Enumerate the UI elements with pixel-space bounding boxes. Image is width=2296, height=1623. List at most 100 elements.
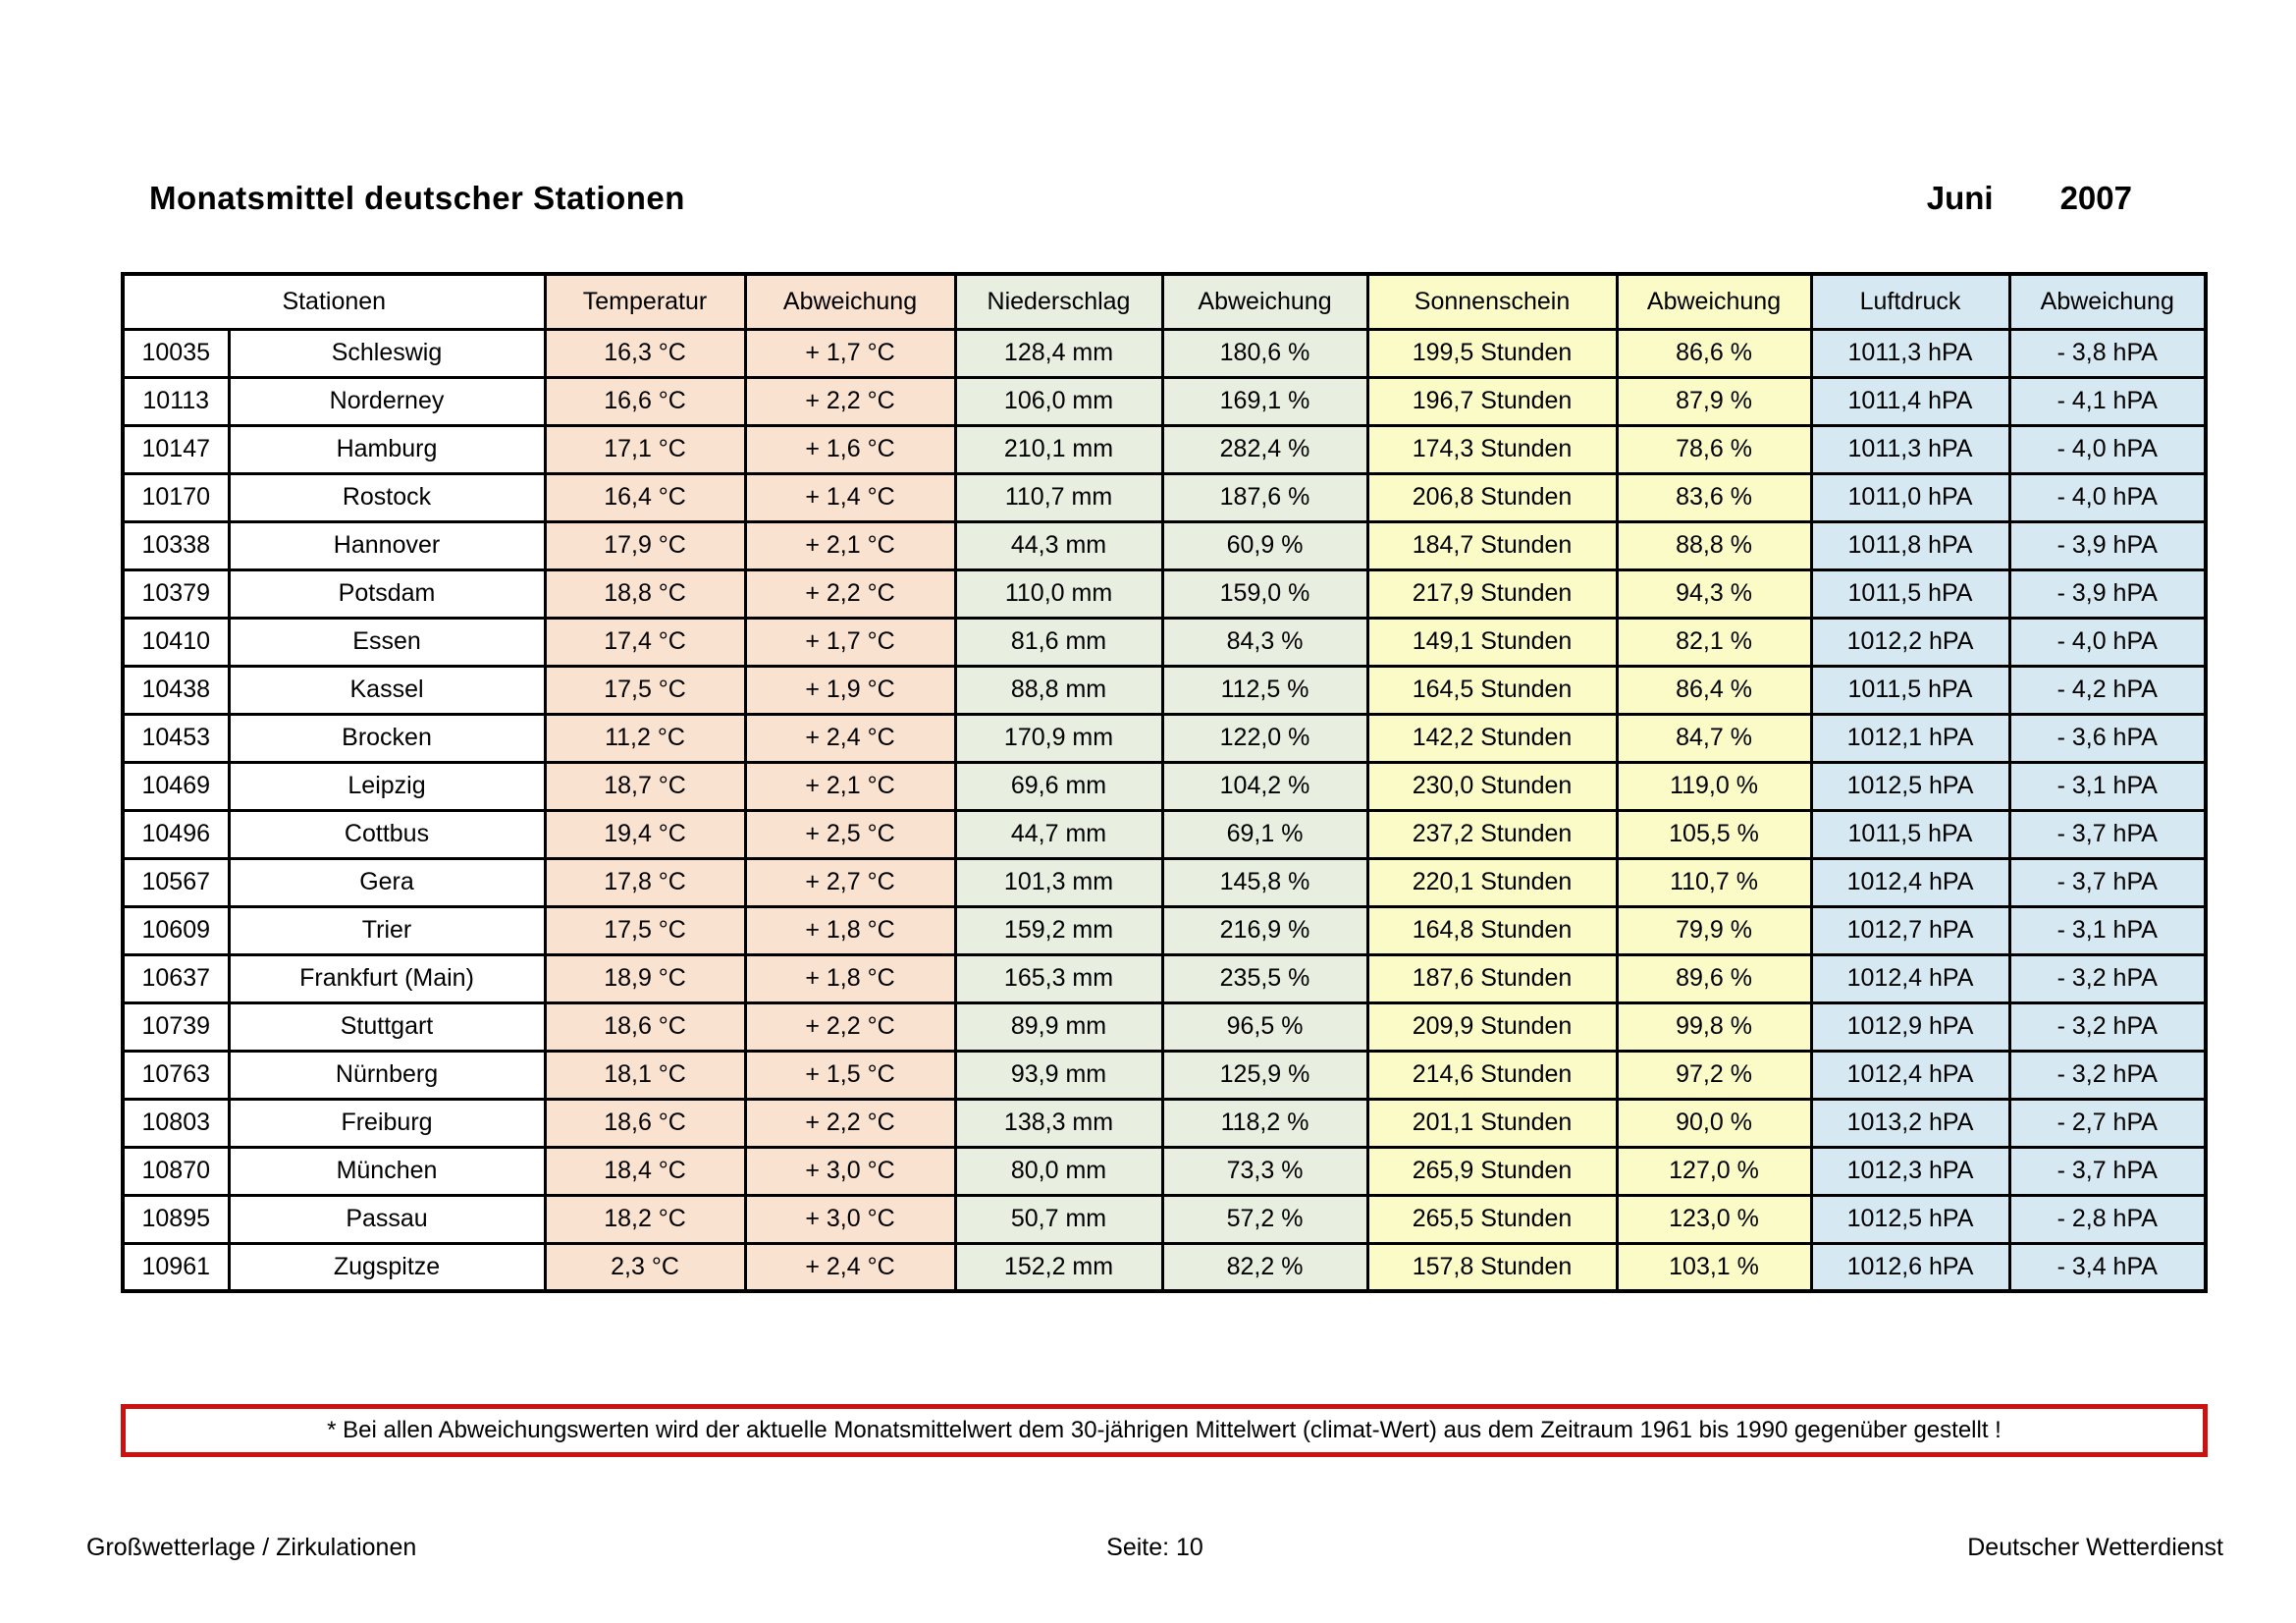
pressure-cell: 1011,0 hPA xyxy=(1809,471,2011,523)
table-row: 10170 Rostock 16,4 °C + 1,4 °C 110,7 mm 187,6… xyxy=(121,471,2208,523)
table-row: 10147 Hamburg 17,1 °C + 1,6 °C 210,1 mm 282,4… xyxy=(121,423,2208,475)
station-id-cell: 10113 xyxy=(121,375,231,427)
precipitation-cell: 138,3 mm xyxy=(953,1097,1164,1149)
precipitation-deviation-cell: 282,4 % xyxy=(1160,423,1369,475)
precipitation-deviation-cell: 84,3 % xyxy=(1160,616,1369,668)
station-name-cell: Norderney xyxy=(227,375,547,427)
precipitation-cell: 128,4 mm xyxy=(953,327,1164,379)
pressure-cell: 1013,2 hPA xyxy=(1809,1097,2011,1149)
header-niederschlag-abweichung: Abweichung xyxy=(1160,272,1369,331)
station-table-body: 10035 Schleswig 16,3 °C + 1,7 °C 128,4 mm 180… xyxy=(121,327,2208,1293)
precipitation-cell: 88,8 mm xyxy=(953,664,1164,716)
header-niederschlag: Niederschlag xyxy=(953,272,1164,331)
temperature-deviation-cell: + 2,1 °C xyxy=(743,519,957,571)
station-name-cell: Passau xyxy=(227,1193,547,1245)
station-id-cell: 10739 xyxy=(121,1001,231,1053)
temperature-deviation-cell: + 2,2 °C xyxy=(743,375,957,427)
station-id-cell: 10803 xyxy=(121,1097,231,1149)
station-id-cell: 10035 xyxy=(121,327,231,379)
precipitation-cell: 80,0 mm xyxy=(953,1145,1164,1197)
station-name-cell: Schleswig xyxy=(227,327,547,379)
sunshine-cell: 214,6 Stunden xyxy=(1365,1049,1619,1101)
sunshine-deviation-cell: 84,7 % xyxy=(1615,712,1813,764)
precipitation-cell: 110,7 mm xyxy=(953,471,1164,523)
station-id-cell: 10895 xyxy=(121,1193,231,1245)
table-row: 10895 Passau 18,2 °C + 3,0 °C 50,7 mm 57,2 % 2… xyxy=(121,1193,2208,1245)
precipitation-deviation-cell: 69,1 % xyxy=(1160,808,1369,860)
station-id-cell: 10637 xyxy=(121,952,231,1004)
temperature-cell: 19,4 °C xyxy=(543,808,747,860)
precipitation-deviation-cell: 73,3 % xyxy=(1160,1145,1369,1197)
station-id-cell: 10496 xyxy=(121,808,231,860)
sunshine-cell: 199,5 Stunden xyxy=(1365,327,1619,379)
station-id-cell: 10469 xyxy=(121,760,231,812)
precipitation-cell: 50,7 mm xyxy=(953,1193,1164,1245)
page-title: Monatsmittel deutscher Stationen xyxy=(149,180,685,216)
precipitation-deviation-cell: 118,2 % xyxy=(1160,1097,1369,1149)
sunshine-cell: 187,6 Stunden xyxy=(1365,952,1619,1004)
sunshine-deviation-cell: 110,7 % xyxy=(1615,856,1813,908)
table-row: 10469 Leipzig 18,7 °C + 2,1 °C 69,6 mm 104,2 … xyxy=(121,760,2208,812)
precipitation-deviation-cell: 57,2 % xyxy=(1160,1193,1369,1245)
temperature-cell: 17,4 °C xyxy=(543,616,747,668)
pressure-cell: 1012,4 hPA xyxy=(1809,1049,2011,1101)
temperature-cell: 16,4 °C xyxy=(543,471,747,523)
table-row: 10739 Stuttgart 18,6 °C + 2,2 °C 89,9 mm 96,5… xyxy=(121,1001,2208,1053)
sunshine-deviation-cell: 127,0 % xyxy=(1615,1145,1813,1197)
precipitation-deviation-cell: 159,0 % xyxy=(1160,568,1369,620)
temperature-cell: 18,9 °C xyxy=(543,952,747,1004)
temperature-cell: 18,7 °C xyxy=(543,760,747,812)
pressure-cell: 1012,9 hPA xyxy=(1809,1001,2011,1053)
precipitation-cell: 44,7 mm xyxy=(953,808,1164,860)
temperature-cell: 16,3 °C xyxy=(543,327,747,379)
precipitation-cell: 101,3 mm xyxy=(953,856,1164,908)
sunshine-cell: 184,7 Stunden xyxy=(1365,519,1619,571)
sunshine-deviation-cell: 83,6 % xyxy=(1615,471,1813,523)
sunshine-deviation-cell: 86,6 % xyxy=(1615,327,1813,379)
title-row: Monatsmittel deutscher Stationen Juni 20… xyxy=(149,180,2132,217)
station-id-cell: 10147 xyxy=(121,423,231,475)
page-footer: Großwetterlage / Zirkulationen Seite: 10… xyxy=(86,1534,2223,1562)
station-name-cell: Brocken xyxy=(227,712,547,764)
pressure-cell: 1012,5 hPA xyxy=(1809,1193,2011,1245)
station-id-cell: 10379 xyxy=(121,568,231,620)
station-id-cell: 10961 xyxy=(121,1241,231,1293)
pressure-deviation-cell: - 3,7 hPA xyxy=(2007,856,2208,908)
sunshine-deviation-cell: 99,8 % xyxy=(1615,1001,1813,1053)
table-row: 10961 Zugspitze 2,3 °C + 2,4 °C 152,2 mm 82,2… xyxy=(121,1241,2208,1293)
precipitation-deviation-cell: 235,5 % xyxy=(1160,952,1369,1004)
pressure-cell: 1011,8 hPA xyxy=(1809,519,2011,571)
pressure-deviation-cell: - 4,0 hPA xyxy=(2007,423,2208,475)
sunshine-deviation-cell: 78,6 % xyxy=(1615,423,1813,475)
sunshine-cell: 217,9 Stunden xyxy=(1365,568,1619,620)
temperature-deviation-cell: + 1,7 °C xyxy=(743,327,957,379)
pressure-deviation-cell: - 3,6 hPA xyxy=(2007,712,2208,764)
pressure-deviation-cell: - 4,1 hPA xyxy=(2007,375,2208,427)
pressure-deviation-cell: - 3,1 hPA xyxy=(2007,904,2208,956)
pressure-cell: 1012,7 hPA xyxy=(1809,904,2011,956)
station-name-cell: Freiburg xyxy=(227,1097,547,1149)
station-id-cell: 10338 xyxy=(121,519,231,571)
station-name-cell: Rostock xyxy=(227,471,547,523)
sunshine-deviation-cell: 97,2 % xyxy=(1615,1049,1813,1101)
sunshine-cell: 209,9 Stunden xyxy=(1365,1001,1619,1053)
temperature-deviation-cell: + 2,7 °C xyxy=(743,856,957,908)
sunshine-deviation-cell: 79,9 % xyxy=(1615,904,1813,956)
sunshine-cell: 265,5 Stunden xyxy=(1365,1193,1619,1245)
precipitation-deviation-cell: 122,0 % xyxy=(1160,712,1369,764)
note-text: * Bei allen Abweichungswerten wird der a… xyxy=(327,1417,2002,1443)
header-temperatur: Temperatur xyxy=(543,272,747,331)
temperature-deviation-cell: + 1,8 °C xyxy=(743,904,957,956)
temperature-cell: 17,5 °C xyxy=(543,904,747,956)
station-name-cell: Cottbus xyxy=(227,808,547,860)
precipitation-deviation-cell: 96,5 % xyxy=(1160,1001,1369,1053)
pressure-cell: 1011,4 hPA xyxy=(1809,375,2011,427)
pressure-deviation-cell: - 3,2 hPA xyxy=(2007,1001,2208,1053)
sunshine-cell: 230,0 Stunden xyxy=(1365,760,1619,812)
sunshine-deviation-cell: 88,8 % xyxy=(1615,519,1813,571)
table-row: 10035 Schleswig 16,3 °C + 1,7 °C 128,4 mm 180… xyxy=(121,327,2208,379)
temperature-deviation-cell: + 3,0 °C xyxy=(743,1145,957,1197)
precipitation-cell: 210,1 mm xyxy=(953,423,1164,475)
pressure-deviation-cell: - 3,7 hPA xyxy=(2007,808,2208,860)
precipitation-deviation-cell: 169,1 % xyxy=(1160,375,1369,427)
